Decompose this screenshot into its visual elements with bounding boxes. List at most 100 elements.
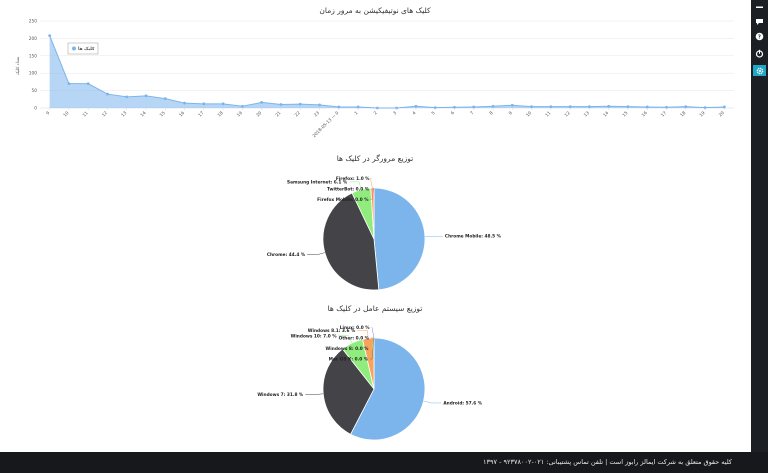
slice-label: Linux: 0.0 % (340, 325, 370, 331)
pie-slice[interactable] (350, 337, 426, 441)
y-tick-label: 150 (29, 53, 37, 59)
data-point[interactable] (453, 105, 456, 109)
legend-box (67, 42, 99, 55)
x-tick-label: 19 (698, 110, 706, 118)
data-point[interactable] (106, 92, 109, 96)
settings-icon[interactable] (753, 65, 766, 76)
slice-label: TwitterBot: 0.0 % (327, 187, 370, 193)
x-tick-label: 17 (197, 110, 205, 118)
x-tick-label: 2 (373, 110, 379, 116)
x-tick-label: 20 (255, 110, 263, 118)
slice-label: Chrome Mobile: 48.5 % (445, 234, 502, 240)
data-point[interactable] (414, 104, 418, 108)
x-tick-label: 15 (621, 110, 629, 118)
slice-label: Windows 8: 0.0 % (326, 346, 370, 352)
data-point[interactable] (241, 104, 244, 108)
y-axis-label: تعداد کلیک (15, 56, 21, 75)
data-point[interactable] (626, 105, 630, 109)
data-point[interactable] (491, 104, 495, 108)
slice-label: Android: 57.6 % (443, 400, 482, 406)
data-point[interactable] (48, 34, 52, 38)
slice-label: Firefox Mobile: 0.0 % (317, 197, 369, 203)
slice-connector (338, 335, 353, 344)
slice-connector (371, 327, 375, 339)
chat-icon[interactable] (755, 17, 764, 26)
x-tick-label: 13 (583, 110, 591, 118)
x-tick-label: 4 (411, 110, 417, 116)
slice-label: Mac OS X: 0.0 % (329, 357, 369, 363)
footer-text: ۱۳۹۷ - کلیه حقوق متعلق به شرکت ایمالز را… (483, 458, 732, 466)
clicks-over-time-chart: کلیک های نوتیفیکیشن به مرور زمان 0 50 100 1… (15, 6, 734, 139)
slice-connector (357, 330, 369, 339)
x-tick-label: 3 (392, 110, 398, 116)
slice-connector (349, 181, 362, 190)
data-point[interactable] (183, 101, 186, 105)
pie-slice[interactable] (373, 187, 426, 291)
slice-label: Chrome: 44.4 % (267, 252, 306, 258)
x-tick-label: 14 (139, 110, 147, 118)
main-content: کلیک های نوتیفیکیشن به مرور زمان 0 50 100 1… (0, 0, 751, 452)
slice-label: Samsung Internet: 6.1 % (287, 179, 348, 185)
y-tick-label: 100 (29, 71, 37, 77)
series-line (49, 35, 725, 109)
x-tick-label: 23 (313, 110, 321, 118)
data-point[interactable] (125, 95, 129, 99)
data-point[interactable] (86, 82, 90, 86)
x-tick-label: 18 (216, 110, 224, 118)
x-tick-label: 6 (450, 110, 456, 116)
data-point[interactable] (607, 104, 611, 108)
y-tick-label: 50 (32, 88, 38, 94)
data-point[interactable] (530, 105, 533, 109)
y-tick-label: 200 (29, 36, 37, 42)
x-tick-label: 20 (718, 110, 726, 118)
slice-connector (370, 178, 373, 189)
top-bar-icon[interactable] (755, 3, 764, 12)
x-tick-label: 10 (525, 110, 533, 118)
data-point[interactable] (703, 106, 707, 110)
data-point[interactable] (318, 103, 321, 107)
data-point[interactable] (67, 82, 71, 86)
data-point[interactable] (510, 103, 514, 107)
x-tick-label: 5 (430, 110, 436, 116)
x-tick-label: 12 (563, 110, 571, 118)
help-icon[interactable]: ? (755, 32, 764, 41)
data-point[interactable] (144, 94, 148, 98)
data-point[interactable] (337, 105, 341, 109)
legend-marker (72, 46, 76, 51)
data-point[interactable] (568, 105, 572, 109)
x-tick-label: 12 (101, 110, 109, 118)
slice-label: Windows 7: 31.8 % (257, 392, 304, 398)
browser-chart-title: توزیع مرورگر در کلیک ها (337, 154, 414, 163)
data-point[interactable] (588, 105, 591, 109)
data-point[interactable] (665, 105, 668, 109)
legend-label: کلیک ها (78, 46, 95, 52)
slice-connector (370, 337, 375, 349)
data-point[interactable] (279, 103, 283, 106)
legend[interactable]: کلیک ها (67, 42, 99, 55)
data-point[interactable] (645, 105, 649, 109)
x-tick-label: 15 (159, 110, 167, 118)
data-point[interactable] (684, 105, 688, 109)
x-tick-label: 19 (236, 110, 244, 118)
data-point[interactable] (260, 101, 264, 104)
right-sidebar: ? (751, 0, 768, 452)
power-icon[interactable] (755, 49, 764, 58)
data-point[interactable] (472, 105, 476, 109)
slice-label: Windows 8.1: 3.6 % (308, 328, 356, 334)
area-fill (49, 35, 725, 109)
data-point[interactable] (221, 102, 225, 106)
x-tick-label: 11 (81, 110, 89, 118)
data-point[interactable] (298, 102, 302, 106)
x-tick-label: 9 (508, 110, 514, 116)
slice-connector (370, 337, 375, 360)
x-tick-label: 21 (274, 110, 282, 118)
y-tick-label: 250 (29, 19, 37, 25)
data-point[interactable] (433, 106, 437, 110)
data-point[interactable] (202, 102, 206, 106)
data-point[interactable] (549, 105, 553, 109)
slice-label: Windows 10: 7.0 % (291, 333, 338, 339)
data-point[interactable] (722, 105, 726, 109)
x-tick-label: 17 (660, 110, 668, 118)
data-point[interactable] (356, 105, 360, 109)
data-point[interactable] (163, 97, 167, 101)
